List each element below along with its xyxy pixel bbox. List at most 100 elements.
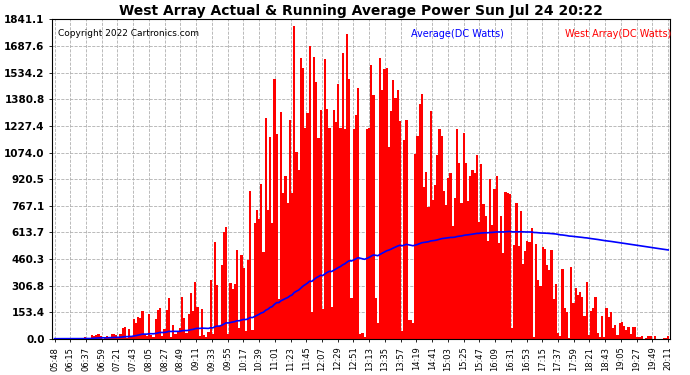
- Bar: [434, 185, 436, 339]
- Bar: [227, 334, 229, 339]
- Bar: [381, 90, 384, 339]
- Bar: [91, 335, 93, 339]
- Bar: [304, 128, 306, 339]
- Bar: [464, 163, 467, 339]
- Bar: [344, 129, 346, 339]
- Bar: [155, 320, 157, 339]
- Bar: [124, 327, 126, 339]
- Bar: [73, 338, 75, 339]
- Bar: [181, 297, 183, 339]
- Bar: [571, 267, 573, 339]
- Bar: [141, 311, 144, 339]
- Bar: [299, 58, 302, 339]
- Bar: [351, 298, 353, 339]
- Bar: [410, 320, 412, 339]
- Bar: [203, 335, 205, 339]
- Bar: [194, 282, 197, 339]
- Bar: [324, 58, 326, 339]
- Bar: [337, 84, 339, 339]
- Bar: [212, 334, 214, 339]
- Bar: [166, 310, 168, 339]
- Bar: [112, 334, 115, 339]
- Bar: [190, 292, 192, 339]
- Bar: [99, 336, 102, 339]
- Bar: [214, 242, 216, 339]
- Bar: [522, 264, 524, 339]
- Bar: [258, 219, 260, 339]
- Bar: [495, 176, 497, 339]
- Bar: [436, 155, 438, 339]
- Bar: [291, 192, 293, 339]
- Bar: [247, 260, 249, 339]
- Bar: [186, 333, 188, 339]
- Bar: [549, 270, 551, 339]
- Bar: [159, 308, 161, 339]
- Bar: [458, 163, 460, 339]
- Bar: [234, 284, 236, 339]
- Bar: [251, 330, 253, 339]
- Bar: [353, 129, 355, 339]
- Bar: [614, 325, 616, 339]
- Bar: [606, 308, 608, 339]
- Bar: [130, 337, 132, 339]
- Bar: [368, 128, 370, 339]
- Bar: [491, 225, 493, 339]
- Bar: [462, 133, 464, 339]
- Bar: [357, 88, 359, 339]
- Bar: [262, 252, 264, 339]
- Bar: [205, 337, 208, 339]
- Bar: [531, 228, 533, 339]
- Bar: [533, 337, 535, 339]
- Bar: [359, 334, 362, 339]
- Bar: [581, 297, 584, 339]
- Bar: [164, 329, 166, 339]
- Bar: [161, 336, 164, 339]
- Bar: [175, 334, 177, 339]
- Bar: [502, 253, 504, 339]
- Bar: [665, 338, 667, 339]
- Bar: [616, 335, 619, 339]
- Bar: [192, 311, 194, 339]
- Bar: [432, 200, 434, 339]
- Bar: [484, 216, 486, 339]
- Bar: [249, 191, 251, 339]
- Bar: [619, 323, 621, 339]
- Bar: [513, 245, 515, 339]
- Bar: [264, 118, 267, 339]
- Bar: [544, 249, 546, 339]
- Bar: [121, 328, 124, 339]
- Bar: [172, 325, 175, 339]
- Bar: [331, 308, 333, 339]
- Bar: [269, 137, 271, 339]
- Bar: [197, 307, 199, 339]
- Bar: [306, 113, 308, 339]
- Bar: [573, 303, 575, 339]
- Bar: [282, 193, 284, 339]
- Bar: [146, 336, 148, 339]
- Bar: [562, 269, 564, 339]
- Bar: [232, 289, 234, 339]
- Bar: [392, 80, 394, 339]
- Bar: [170, 337, 172, 339]
- Bar: [429, 111, 432, 339]
- Bar: [135, 323, 137, 339]
- Bar: [377, 323, 379, 339]
- Bar: [260, 184, 262, 339]
- Bar: [223, 232, 225, 339]
- Bar: [638, 337, 641, 339]
- Text: West Array(DC Watts): West Array(DC Watts): [565, 29, 671, 39]
- Bar: [397, 90, 399, 339]
- Bar: [326, 109, 328, 339]
- Bar: [339, 128, 342, 339]
- Bar: [551, 251, 553, 339]
- Bar: [489, 178, 491, 339]
- Bar: [500, 216, 502, 339]
- Bar: [599, 337, 601, 339]
- Bar: [253, 223, 256, 339]
- Bar: [542, 248, 544, 339]
- Bar: [456, 129, 458, 339]
- Bar: [379, 58, 381, 339]
- Bar: [84, 337, 86, 339]
- Bar: [497, 243, 500, 339]
- Bar: [634, 327, 636, 339]
